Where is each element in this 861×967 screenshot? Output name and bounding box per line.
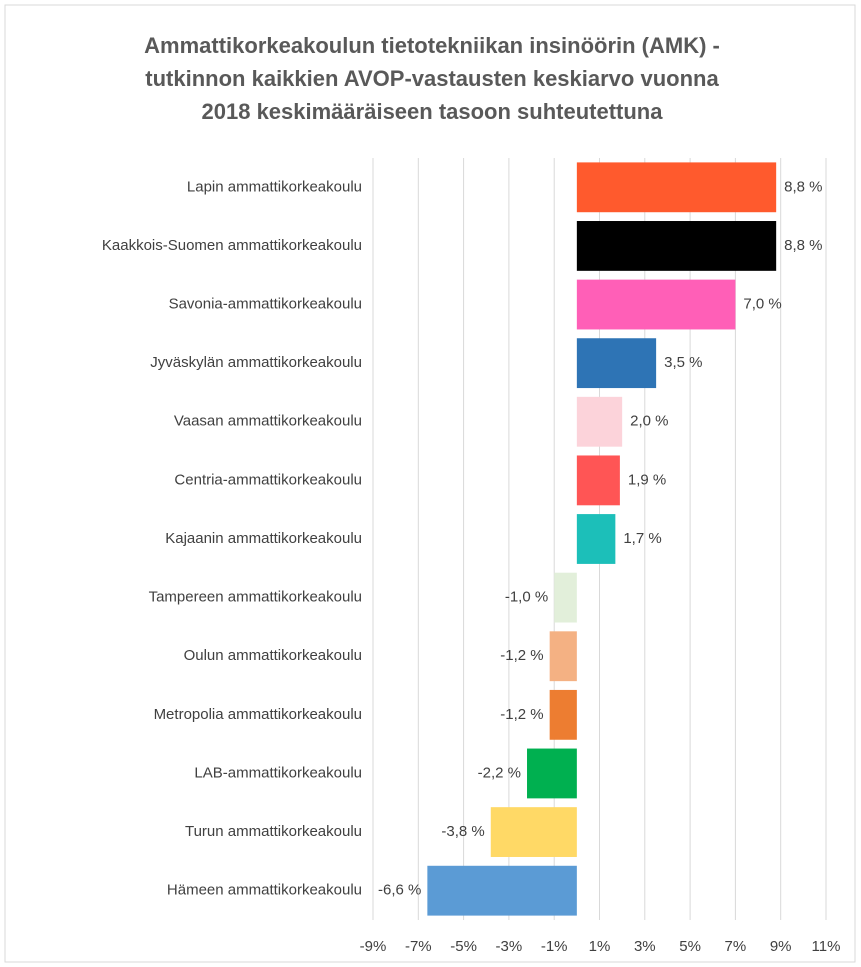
data-label: 1,7 % — [623, 530, 661, 547]
y-tick-label: Lapin ammattikorkeakoulu — [187, 178, 362, 195]
bar — [576, 221, 777, 271]
data-label: 8,8 % — [784, 237, 822, 254]
y-tick-label: LAB-ammattikorkeakoulu — [194, 764, 362, 781]
bar — [427, 865, 577, 916]
bar — [576, 455, 620, 506]
chart-title: Ammattikorkeakoulun tietotekniikan insin… — [144, 33, 720, 58]
bar — [576, 338, 657, 389]
y-tick-label: Jyväskylän ammattikorkeakoulu — [150, 354, 362, 371]
data-label: -1,0 % — [505, 589, 548, 606]
bar — [490, 807, 577, 857]
bar — [576, 279, 736, 330]
data-label: 7,0 % — [743, 296, 781, 313]
y-tick-label: Centria-ammattikorkeakoulu — [174, 471, 362, 488]
data-label: 2,0 % — [630, 413, 668, 430]
x-tick-label: 5% — [679, 938, 701, 955]
x-tick-label: 1% — [589, 938, 611, 955]
data-label: 3,5 % — [664, 354, 702, 371]
data-label: -1,2 % — [500, 647, 543, 664]
x-tick-label: 3% — [634, 938, 656, 955]
data-label: -6,6 % — [378, 882, 421, 899]
bar — [549, 689, 577, 740]
y-tick-label: Vaasan ammattikorkeakoulu — [174, 413, 362, 430]
data-label: -1,2 % — [500, 706, 543, 723]
bar — [576, 396, 623, 447]
y-tick-label: Kajaanin ammattikorkeakoulu — [165, 530, 362, 547]
x-tick-label: 9% — [770, 938, 792, 955]
y-tick-label: Oulun ammattikorkeakoulu — [184, 647, 362, 664]
x-tick-label: 11% — [812, 938, 841, 955]
y-tick-label: Savonia-ammattikorkeakoulu — [169, 296, 362, 313]
chart-title: tutkinnon kaikkien AVOP-vastausten keski… — [145, 66, 719, 91]
data-label: -3,8 % — [441, 823, 484, 840]
y-tick-label: Hämeen ammattikorkeakoulu — [167, 882, 362, 899]
bar — [554, 572, 577, 623]
y-tick-label: Turun ammattikorkeakoulu — [185, 823, 362, 840]
bar — [549, 631, 577, 682]
x-tick-label: 7% — [725, 938, 747, 955]
data-label: 1,9 % — [628, 471, 666, 488]
bar — [576, 162, 777, 213]
x-tick-label: -1% — [541, 938, 568, 955]
y-tick-label: Kaakkois-Suomen ammattikorkeakoulu — [102, 237, 362, 254]
x-tick-label: -5% — [450, 938, 477, 955]
chart-frame — [4, 4, 856, 963]
data-label: 8,8 % — [784, 178, 822, 195]
x-tick-label: -3% — [496, 938, 523, 955]
x-tick-label: -7% — [405, 938, 432, 955]
bar — [576, 514, 616, 564]
x-tick-label: -9% — [360, 938, 387, 955]
chart-title: 2018 keskimääräiseen tasoon suhteutettun… — [202, 99, 664, 124]
y-tick-label: Tampereen ammattikorkeakoulu — [149, 589, 362, 606]
y-tick-label: Metropolia ammattikorkeakoulu — [154, 706, 362, 723]
data-label: -2,2 % — [478, 764, 521, 781]
bar — [527, 748, 577, 799]
